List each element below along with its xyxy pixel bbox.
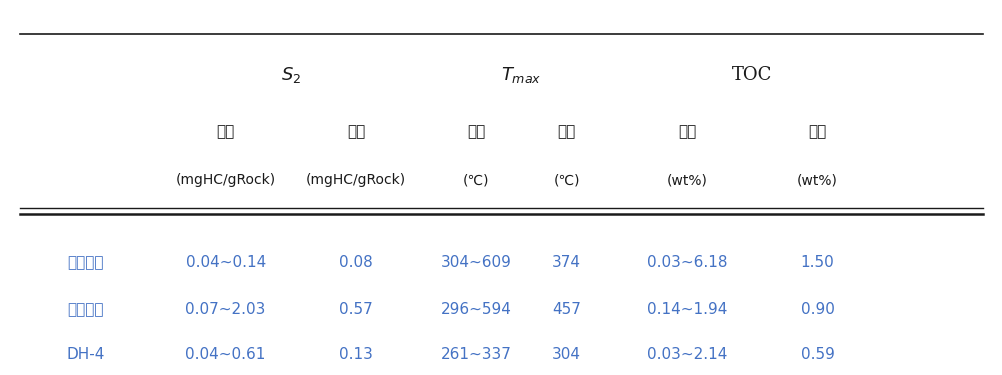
Text: 0.07~2.03: 0.07~2.03 [185,302,266,317]
Text: 0.59: 0.59 [800,347,834,362]
Text: 0.03~6.18: 0.03~6.18 [646,255,726,270]
Text: 0.14~1.94: 0.14~1.94 [646,302,726,317]
Text: 평균: 평균 [557,124,575,139]
Text: (mgHC/gRock): (mgHC/gRock) [175,173,276,187]
Text: (wt%): (wt%) [666,173,706,187]
Text: 0.04~0.61: 0.04~0.61 [185,347,266,362]
Text: 1.50: 1.50 [800,255,834,270]
Text: TOC: TOC [731,66,772,84]
Text: (℃): (℃) [463,173,489,187]
Text: 374: 374 [552,255,580,270]
Text: 457: 457 [552,302,580,317]
Text: 304: 304 [552,347,580,362]
Text: 0.08: 0.08 [339,255,373,270]
Text: (℃): (℃) [553,173,579,187]
Text: 0.57: 0.57 [339,302,373,317]
Text: 경상분지: 경상분지 [67,255,103,270]
Text: 범위: 범위 [677,124,695,139]
Text: 0.13: 0.13 [339,347,373,362]
Text: 304~609: 304~609 [441,255,511,270]
Text: DH-4: DH-4 [66,347,104,362]
Text: 평균: 평균 [808,124,826,139]
Text: 해남분지: 해남분지 [67,302,103,317]
Text: $T_{max}$: $T_{max}$ [501,65,541,85]
Text: 0.03~2.14: 0.03~2.14 [646,347,726,362]
Text: $S_2$: $S_2$ [281,65,301,85]
Text: 296~594: 296~594 [441,302,511,317]
Text: (mgHC/gRock): (mgHC/gRock) [306,173,406,187]
Text: 범위: 범위 [216,124,234,139]
Text: 평균: 평균 [347,124,365,139]
Text: 0.04~0.14: 0.04~0.14 [185,255,266,270]
Text: (wt%): (wt%) [797,173,837,187]
Text: 범위: 범위 [467,124,485,139]
Text: 261~337: 261~337 [441,347,511,362]
Text: 0.90: 0.90 [800,302,834,317]
